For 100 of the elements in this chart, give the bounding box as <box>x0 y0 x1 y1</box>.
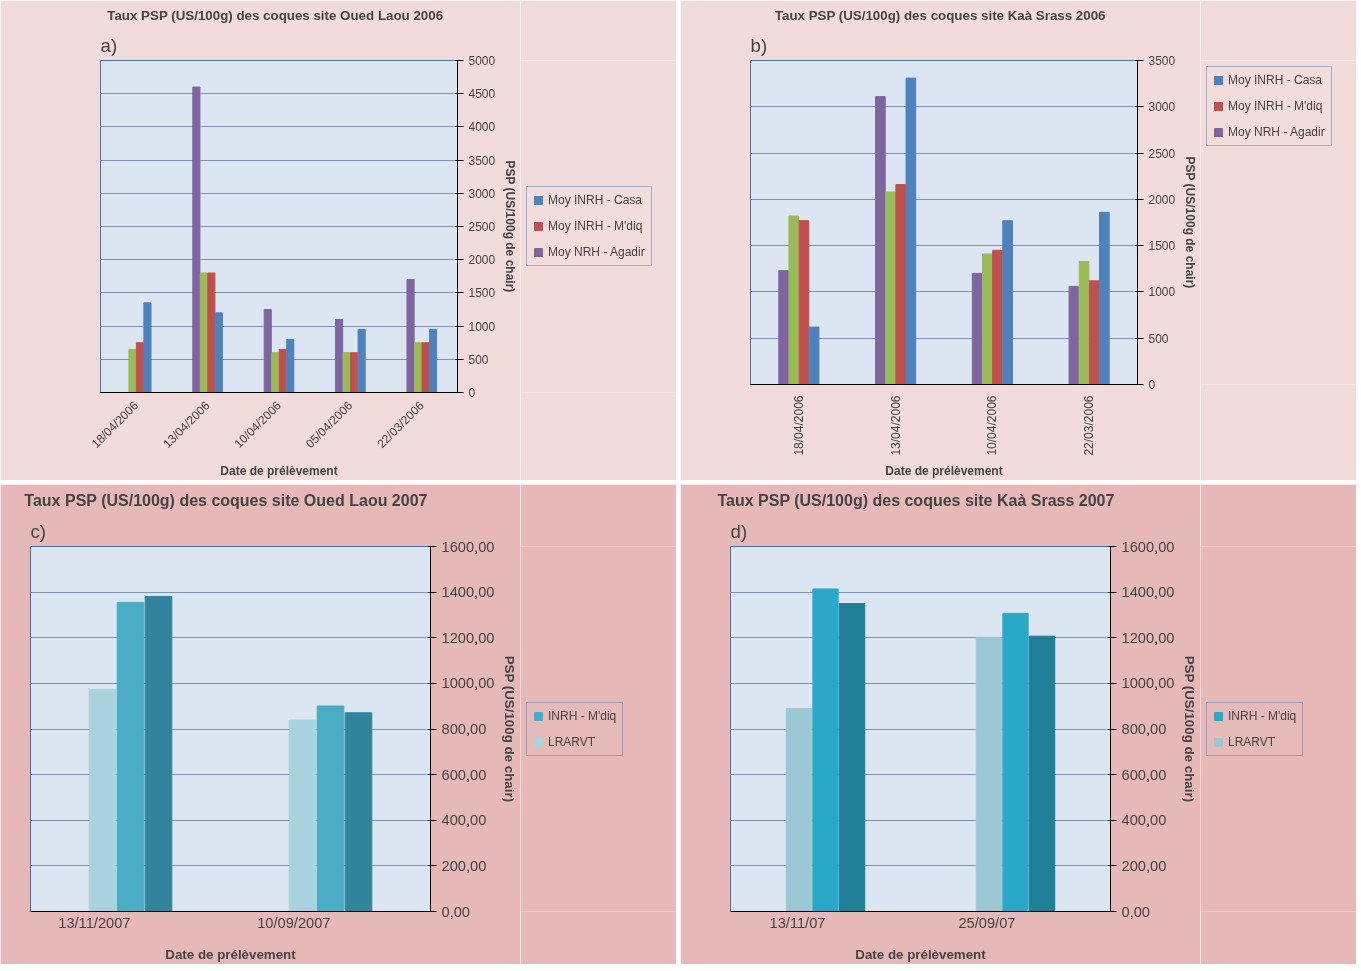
x-tick-label: 22/03/2006 <box>1082 395 1097 456</box>
bar <box>192 86 201 393</box>
bar <box>342 352 351 393</box>
bar <box>344 712 373 912</box>
y-tick-label: 1500 <box>1148 239 1176 254</box>
bar <box>838 603 866 912</box>
bar <box>875 96 886 385</box>
bar <box>992 249 1003 385</box>
y-tick-label: 1000 <box>468 319 496 334</box>
legend-label: Moy INRH - M'diq <box>548 219 643 233</box>
y-tick-label: 3000 <box>468 186 496 201</box>
legend-label: Moy INRH - Casa <box>548 193 643 207</box>
legend-label: LRARVT <box>1228 734 1276 749</box>
bar <box>1078 260 1090 385</box>
bar <box>798 220 810 385</box>
bar <box>1028 635 1056 912</box>
x-tick-label: 10/04/2006 <box>985 395 1000 456</box>
y-tick-label: 1400,00 <box>1121 584 1175 601</box>
x-tick-label: 13/11/2007 <box>58 914 131 931</box>
y-axis-title: PSP (US/100g de chair) <box>1183 156 1198 289</box>
x-tick-label: 13/04/2006 <box>888 395 903 456</box>
y-axis-title: PSP (US/100g de chair) <box>502 655 518 803</box>
bar <box>981 253 993 385</box>
y-tick-label: 500 <box>468 352 489 367</box>
bar <box>895 184 907 385</box>
legend-label: INRH - M'diq <box>548 708 617 723</box>
y-tick-label: 1500 <box>468 286 496 301</box>
x-tick-label: 13/11/07 <box>769 914 826 931</box>
y-tick-label: 1000,00 <box>1121 675 1175 692</box>
bar <box>1068 285 1080 385</box>
x-axis-title: Date de prélèvement <box>855 946 987 962</box>
y-tick-label: 1600,00 <box>1121 538 1175 555</box>
text: c) <box>30 520 47 542</box>
bar <box>128 348 137 393</box>
y-axis-title: PSP (US/100g de chair) <box>1182 655 1198 803</box>
y-tick-label: 1000 <box>1148 285 1176 300</box>
y-tick-label: 800,00 <box>1121 721 1167 737</box>
y-tick-label: 2000 <box>468 253 496 268</box>
y-tick-label: 1000,00 <box>441 675 495 692</box>
bar <box>88 689 117 912</box>
bar <box>428 328 438 393</box>
x-axis-title: Date de prélèvement <box>220 463 338 478</box>
legend-label: INRH - M'diq <box>1228 708 1297 723</box>
x-axis-title: Date de prélèvement <box>165 946 297 962</box>
y-tick-label: 0,00 <box>441 903 471 920</box>
bar <box>785 707 813 912</box>
bar <box>812 588 839 912</box>
legend-label: Moy INRH - M'diq <box>1228 99 1323 113</box>
bar <box>286 338 295 393</box>
bar <box>143 302 152 393</box>
bar <box>885 191 896 385</box>
bar <box>214 312 223 393</box>
y-tick-label: 3500 <box>1148 54 1176 68</box>
y-tick-label: 1200,00 <box>441 629 495 646</box>
bar <box>788 215 800 385</box>
text: b) <box>750 34 768 56</box>
legend-label: LRARVT <box>548 734 596 749</box>
y-tick-label: 5000 <box>468 54 496 68</box>
bar <box>1088 280 1100 385</box>
y-tick-label: 400,00 <box>1121 812 1167 829</box>
y-tick-label: 400,00 <box>441 812 487 829</box>
y-tick-label: 2500 <box>468 220 496 234</box>
y-tick-label: 200,00 <box>441 857 487 874</box>
x-tick-label: 25/09/07 <box>958 914 1016 931</box>
y-axis-title: PSP (US/100g de chair) <box>503 160 518 293</box>
bar <box>421 342 430 393</box>
x-tick-label: 18/04/2006 <box>791 395 806 456</box>
x-axis-title: Date de prélèvement <box>885 463 1003 478</box>
y-tick-label: 1200,00 <box>1121 629 1175 646</box>
bar <box>263 309 272 393</box>
bar <box>357 328 366 393</box>
bar <box>316 705 345 912</box>
bar <box>144 595 173 912</box>
y-tick-label: 1600,00 <box>441 538 495 555</box>
y-tick-label: 600,00 <box>1121 766 1167 783</box>
text: d) <box>730 520 748 542</box>
bar <box>1002 220 1013 385</box>
y-tick-label: 1400,00 <box>441 584 495 601</box>
y-tick-label: 4000 <box>468 120 496 135</box>
y-tick-label: 4500 <box>468 87 496 102</box>
bar <box>116 601 145 912</box>
y-tick-label: 500 <box>1148 331 1169 346</box>
text: a) <box>100 34 118 56</box>
y-tick-label: 800,00 <box>441 721 487 737</box>
bar <box>406 279 415 393</box>
y-tick-label: 0,00 <box>1121 903 1151 920</box>
bar <box>975 636 1003 912</box>
bar <box>1002 612 1029 912</box>
y-tick-label: 0 <box>1148 378 1156 392</box>
chart-title: Taux PSP (US/100g) des coques site Oued Laou 2006 <box>107 7 444 23</box>
chart-title: Taux PSP (US/100g) des coques site Kaà Srass 2006 <box>774 7 1106 23</box>
y-tick-label: 2500 <box>1148 146 1176 161</box>
y-tick-label: 600,00 <box>441 766 487 783</box>
legend-label: Moy NRH - Agadir <box>1228 125 1325 139</box>
bar <box>1099 211 1110 385</box>
y-tick-label: 2000 <box>1148 192 1176 207</box>
chart-title: Taux PSP (US/100g) des coques site Oued Laou 2007 <box>24 491 428 509</box>
bar <box>335 318 344 393</box>
legend-label: Moy INRH - Casa <box>1228 73 1323 87</box>
y-tick-label: 200,00 <box>1121 857 1167 874</box>
